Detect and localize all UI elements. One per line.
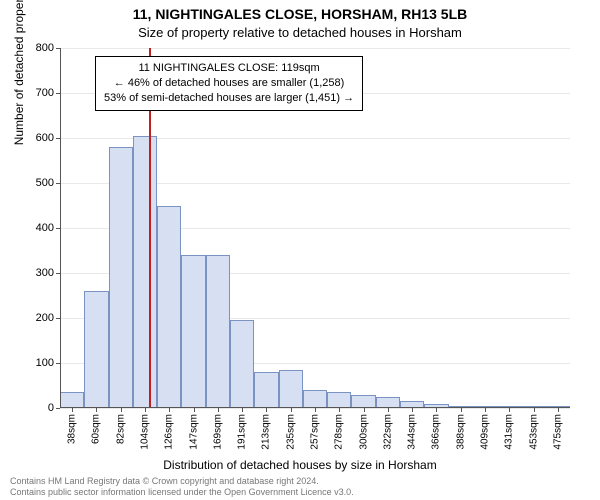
histogram-bar [254,372,278,408]
x-tick-label: 169sqm [212,414,223,450]
x-tick [96,408,97,412]
y-axis-line [60,48,61,408]
x-tick-label: 213sqm [261,414,272,450]
x-tick-label: 475sqm [552,414,563,450]
y-tick-label: 0 [48,402,54,414]
x-tick-label: 235sqm [285,414,296,450]
y-tick-label: 200 [36,312,54,324]
annotation-line2: ← 46% of detached houses are smaller (1,… [104,76,354,91]
histogram-bar [60,392,84,408]
y-tick-label: 500 [36,177,54,189]
x-tick-label: 344sqm [407,414,418,450]
y-tick-label: 700 [36,87,54,99]
x-tick [242,408,243,412]
histogram-bar [327,392,351,408]
chart-subtitle: Size of property relative to detached ho… [0,25,600,40]
y-tick-label: 600 [36,132,54,144]
footer-attribution: Contains HM Land Registry data © Crown c… [10,476,354,499]
x-tick-label: 366sqm [431,414,442,450]
y-axis-label: Number of detached properties [12,0,26,145]
x-tick-label: 82sqm [115,414,126,444]
x-tick [412,408,413,412]
x-tick-label: 388sqm [455,414,466,450]
x-tick [364,408,365,412]
x-tick [388,408,389,412]
x-tick [461,408,462,412]
annotation-line3: 53% of semi-detached houses are larger (… [104,91,354,106]
x-tick-label: 409sqm [480,414,491,450]
plot-area: 010020030040050060070080038sqm60sqm82sqm… [60,48,570,408]
annotation-box: 11 NIGHTINGALES CLOSE: 119sqm← 46% of de… [95,56,363,111]
x-tick-label: 453sqm [528,414,539,450]
histogram-bar [157,206,181,409]
x-tick [218,408,219,412]
y-tick-label: 300 [36,267,54,279]
x-tick [145,408,146,412]
x-tick [534,408,535,412]
y-tick-label: 100 [36,357,54,369]
x-tick-label: 60sqm [91,414,102,444]
x-tick [169,408,170,412]
x-tick-label: 126sqm [164,414,175,450]
x-tick [72,408,73,412]
x-tick [266,408,267,412]
histogram-bar [181,255,205,408]
histogram-bar [230,320,254,408]
x-tick-label: 191sqm [237,414,248,450]
x-tick [315,408,316,412]
y-tick [56,408,60,409]
x-tick-label: 257sqm [310,414,321,450]
x-tick [121,408,122,412]
histogram-bar [279,370,303,408]
x-tick [509,408,510,412]
y-tick-label: 800 [36,42,54,54]
histogram-bar [351,395,375,409]
x-tick [339,408,340,412]
x-tick [485,408,486,412]
histogram-bar [84,291,108,408]
annotation-line1: 11 NIGHTINGALES CLOSE: 119sqm [104,61,354,76]
y-tick-label: 400 [36,222,54,234]
x-tick-label: 38sqm [67,414,78,444]
x-tick [194,408,195,412]
x-tick-label: 104sqm [140,414,151,450]
x-tick-label: 322sqm [382,414,393,450]
x-tick-label: 278sqm [334,414,345,450]
gridline [60,48,570,49]
footer-line2: Contains public sector information licen… [10,487,354,498]
chart-container: 11, NIGHTINGALES CLOSE, HORSHAM, RH13 5L… [0,0,600,500]
x-axis-line [60,407,570,408]
histogram-bar [206,255,230,408]
x-tick-label: 147sqm [188,414,199,450]
histogram-bar [109,147,133,408]
chart-title-address: 11, NIGHTINGALES CLOSE, HORSHAM, RH13 5L… [0,6,600,22]
x-tick [291,408,292,412]
x-tick-label: 300sqm [358,414,369,450]
x-axis-label: Distribution of detached houses by size … [0,458,600,472]
histogram-bar [133,136,157,408]
histogram-bar [303,390,327,408]
x-tick [436,408,437,412]
x-tick-label: 431sqm [504,414,515,450]
footer-line1: Contains HM Land Registry data © Crown c… [10,476,354,487]
x-tick [558,408,559,412]
